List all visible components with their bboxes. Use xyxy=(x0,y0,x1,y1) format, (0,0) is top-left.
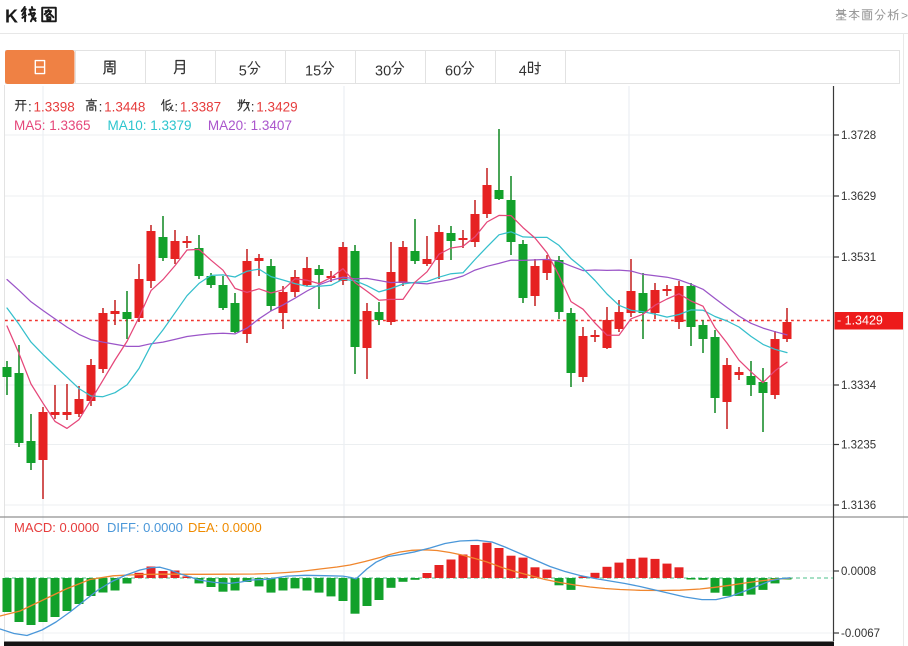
svg-text:15: 15 xyxy=(305,64,321,80)
svg-text:60: 60 xyxy=(445,64,461,80)
svg-text:DEA: 0.0000: DEA: 0.0000 xyxy=(188,520,262,535)
svg-text::: : xyxy=(251,100,255,115)
svg-text:5: 5 xyxy=(239,64,247,80)
svg-text:K: K xyxy=(5,7,18,27)
svg-text:1.3334: 1.3334 xyxy=(841,380,877,392)
svg-text:1.3448: 1.3448 xyxy=(104,100,145,115)
svg-text:>: > xyxy=(901,9,908,23)
svg-text:1.3629: 1.3629 xyxy=(841,191,876,203)
svg-text:1.3398: 1.3398 xyxy=(34,100,75,115)
svg-text:1.3235: 1.3235 xyxy=(841,440,876,452)
svg-text:1.3136: 1.3136 xyxy=(841,500,876,512)
svg-text:1.3387: 1.3387 xyxy=(180,100,221,115)
svg-text:MA20: 1.3407: MA20: 1.3407 xyxy=(208,118,292,133)
svg-text:DIFF: 0.0000: DIFF: 0.0000 xyxy=(107,520,183,535)
svg-text::: : xyxy=(174,100,178,115)
svg-text:4: 4 xyxy=(519,64,527,80)
svg-text:MA5: 1.3365: MA5: 1.3365 xyxy=(14,118,91,133)
svg-text:MA10: 1.3379: MA10: 1.3379 xyxy=(108,118,192,133)
svg-text:0.0008: 0.0008 xyxy=(841,566,876,578)
svg-text::: : xyxy=(99,100,103,115)
svg-text:1.3728: 1.3728 xyxy=(841,130,876,142)
svg-text:1.3531: 1.3531 xyxy=(841,252,876,264)
svg-text::: : xyxy=(28,100,32,115)
svg-text:1.3429: 1.3429 xyxy=(256,100,297,115)
svg-text:30: 30 xyxy=(375,64,391,80)
svg-text:- 1.3429: - 1.3429 xyxy=(837,314,883,328)
svg-text:-0.0067: -0.0067 xyxy=(841,628,880,640)
svg-text:MACD: 0.0000: MACD: 0.0000 xyxy=(14,520,99,535)
